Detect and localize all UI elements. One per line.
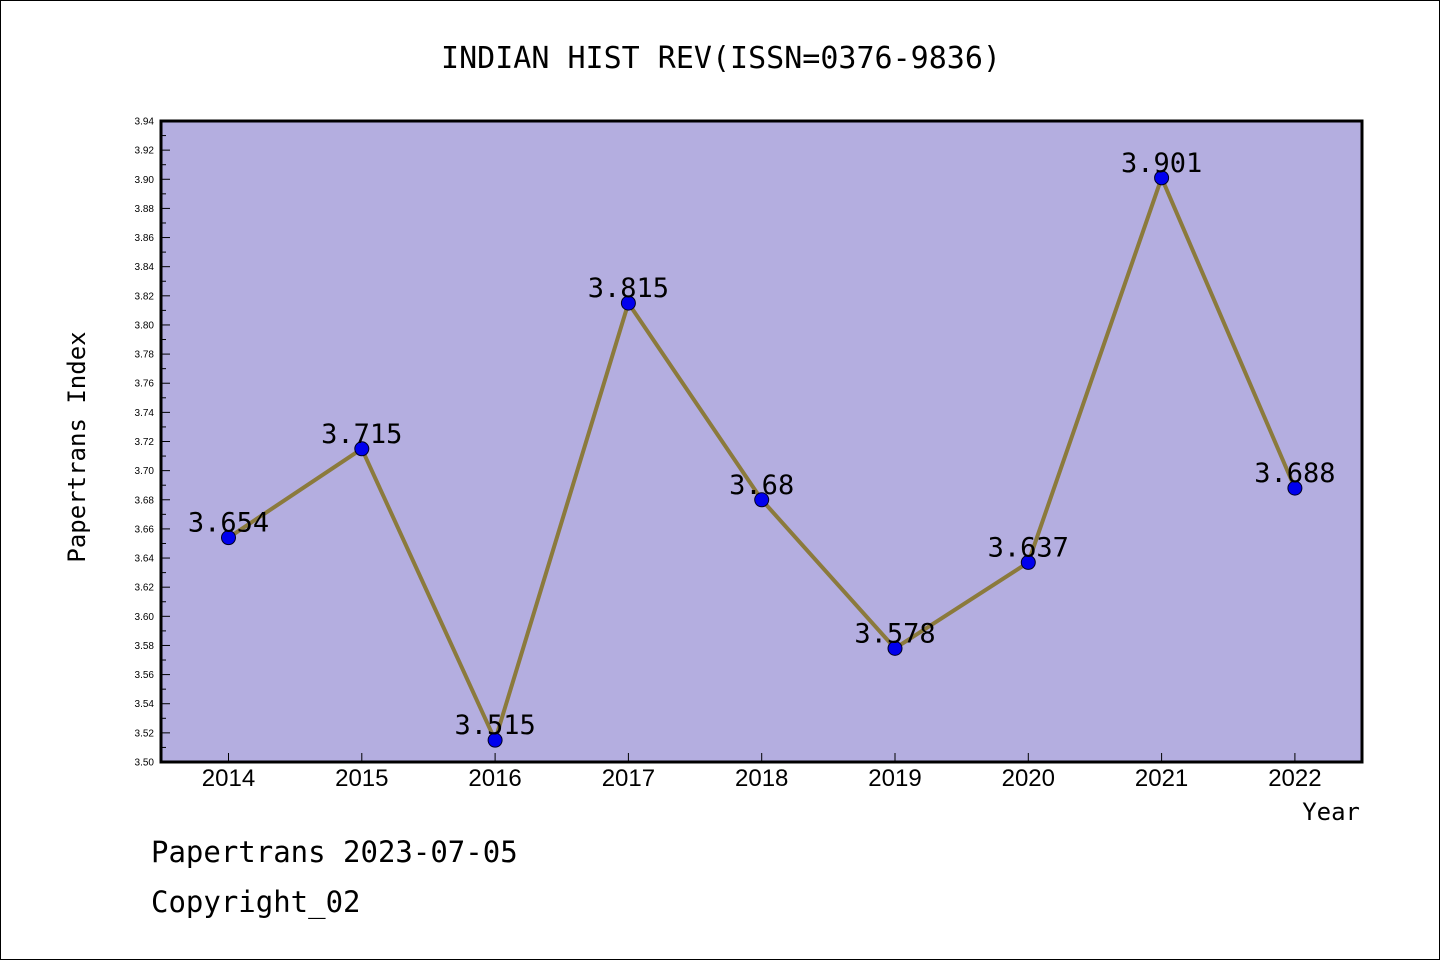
y-tick-label: 3.60	[135, 612, 155, 623]
data-point	[887, 640, 903, 656]
y-tick-label: 3.56	[135, 670, 155, 681]
data-label: 3.578	[854, 618, 935, 649]
data-label: 3.68	[729, 470, 794, 501]
x-tick-label: 2014	[202, 765, 255, 792]
data-label: 3.688	[1254, 458, 1335, 489]
y-tick-label: 3.58	[135, 641, 155, 652]
y-tick-label: 3.66	[135, 524, 155, 535]
x-tick-label: 2016	[468, 765, 521, 792]
y-tick-label: 3.70	[135, 466, 155, 477]
y-tick-label: 3.52	[135, 728, 155, 739]
y-tick-label: 3.88	[135, 204, 155, 215]
y-tick-label: 3.82	[135, 291, 155, 302]
x-tick-label: 2019	[868, 765, 921, 792]
data-point	[1287, 480, 1303, 496]
x-tick-label: 2022	[1268, 765, 1321, 792]
footer-date-line: Papertrans 2023-07-05	[151, 835, 518, 869]
y-tick-label: 3.50	[135, 758, 155, 769]
y-axis: 3.50 3.52 3.54 3.56 3.58 3.60 3.62 3.64 3.66 3.68…	[135, 117, 170, 769]
data-label: 3.715	[321, 419, 402, 450]
y-tick-label: 3.80	[135, 320, 155, 331]
data-point	[620, 295, 636, 311]
x-tick-label: 2018	[735, 765, 788, 792]
footer-copyright-line: Copyright_02	[151, 885, 361, 919]
y-tick-label: 3.54	[135, 699, 155, 710]
y-tick-label: 3.76	[135, 379, 155, 390]
y-tick-label: 3.68	[135, 495, 155, 506]
y-tick-label: 3.78	[135, 350, 155, 361]
y-tick-label: 3.90	[135, 175, 155, 186]
data-label: 3.815	[588, 273, 669, 304]
data-label: 3.637	[988, 532, 1069, 563]
data-point	[1154, 170, 1170, 186]
data-label: 3.901	[1121, 148, 1202, 179]
data-point	[221, 530, 236, 546]
x-tick-label: 2015	[335, 765, 388, 792]
y-tick-label: 3.92	[135, 146, 155, 157]
data-label: 3.654	[188, 508, 269, 539]
y-tick-label: 3.72	[135, 437, 155, 448]
y-tick-label: 3.84	[135, 262, 155, 273]
x-tick-label: 2020	[1002, 765, 1055, 792]
x-tick-label: 2021	[1135, 765, 1188, 792]
data-label-layer: 3.654 3.715 3.515 3.815 3.68 3.578 3.637 3.901 3…	[188, 148, 1336, 741]
data-label: 3.515	[454, 710, 535, 741]
x-axis: 2014 2015 2016 2017 2018 2019 2020 2021 2022	[202, 753, 1322, 792]
x-tick-label: 2017	[602, 765, 655, 792]
data-point	[754, 492, 770, 508]
y-axis-label: Papertrans Index	[63, 331, 91, 562]
y-tick-label: 3.64	[135, 554, 155, 565]
x-axis-label: Year	[1302, 798, 1360, 826]
data-point	[354, 441, 370, 457]
y-tick-label: 3.74	[135, 408, 155, 419]
y-tick-label: 3.86	[135, 233, 155, 244]
data-point	[487, 732, 503, 748]
y-tick-label: 3.62	[135, 583, 155, 594]
y-tick-label: 3.94	[135, 117, 155, 128]
chart-title: INDIAN HIST REV(ISSN=0376-9836)	[441, 41, 1001, 76]
data-point	[1020, 554, 1036, 570]
series-layer	[221, 170, 1303, 748]
